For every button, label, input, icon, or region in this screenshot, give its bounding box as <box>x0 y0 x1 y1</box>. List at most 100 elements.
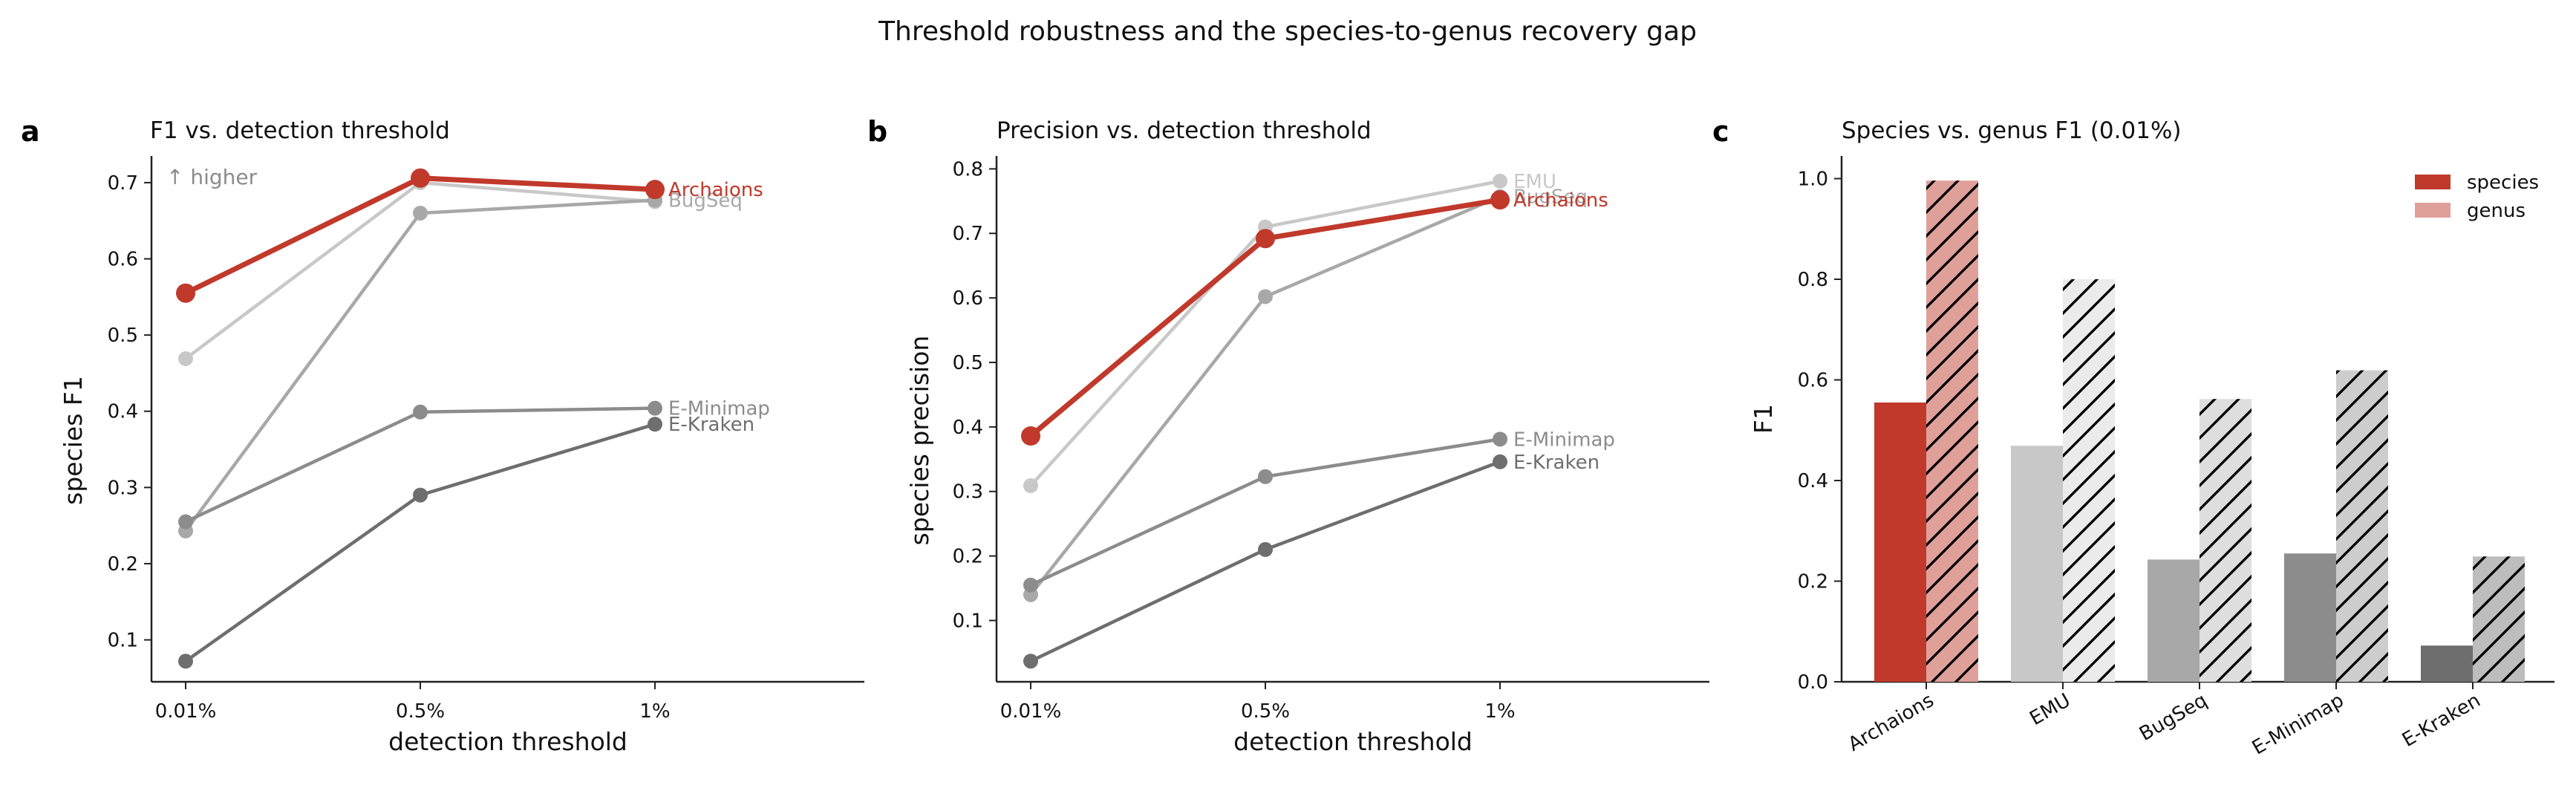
x-tick-label: BugSeq <box>2136 689 2211 746</box>
series-line <box>184 198 656 533</box>
x-tick-label: 0.5% <box>1241 700 1290 723</box>
data-point <box>1493 173 1507 189</box>
panel-a-title: F1 vs. detection threshold <box>150 117 450 144</box>
panel-c-legend: species genus <box>2415 172 2539 222</box>
x-tick-label: 0.01% <box>155 700 217 723</box>
y-tick-label: 0.4 <box>953 417 983 439</box>
y-tick-label: 0.5 <box>953 352 983 374</box>
series-line <box>1030 437 1501 587</box>
y-tick-label: 0.8 <box>953 158 983 180</box>
series-end-label: Archaions <box>668 179 763 201</box>
y-tick-label: 0.7 <box>953 223 983 245</box>
data-point <box>1493 432 1507 447</box>
x-tick-label: 1% <box>1484 700 1515 723</box>
data-point <box>176 283 195 303</box>
y-tick-label: 0.2 <box>953 546 983 568</box>
data-point <box>1023 654 1038 669</box>
y-tick-label: 0.6 <box>1798 369 1828 391</box>
data-point <box>645 180 665 200</box>
panel-c-letter: c <box>1712 115 1729 148</box>
series-archaions: Archaions <box>176 168 763 303</box>
data-point <box>413 205 428 221</box>
data-point <box>1023 577 1038 593</box>
panel-b-title: Precision vs. detection threshold <box>997 117 1372 144</box>
panel-a-f1-vs-threshold: a F1 vs. detection threshold ↑ higher 0.… <box>21 115 864 756</box>
x-tick-label: E-Kraken <box>2399 689 2485 752</box>
bar-genus-hatch <box>2200 399 2251 682</box>
panel-a-annotation: ↑ higher <box>166 165 258 189</box>
series-end-label: Archaions <box>1513 189 1608 212</box>
y-tick-label: 0.5 <box>108 325 138 347</box>
figure-suptitle: Threshold robustness and the species-to-… <box>878 16 1697 47</box>
y-tick-label: 0.0 <box>1798 671 1828 694</box>
bar-species-e-minimap <box>2284 553 2336 682</box>
x-tick-label: EMU <box>2026 689 2074 730</box>
series-end-label: EMU <box>1513 171 1556 193</box>
series-end-label: E-Minimap <box>668 398 770 420</box>
series-emu: EMU <box>1023 171 1556 493</box>
bar-genus-hatch <box>1926 180 1978 682</box>
y-tick-label: 0.2 <box>1798 570 1828 593</box>
y-tick-label: 0.4 <box>1798 470 1828 492</box>
data-point <box>1258 289 1273 305</box>
y-tick-label: 0.8 <box>1798 269 1828 291</box>
legend-genus-label: genus <box>2467 200 2526 222</box>
series-line <box>1030 460 1501 663</box>
x-tick-label: Archaions <box>1845 689 1938 756</box>
x-tick-label: 0.5% <box>396 700 445 723</box>
series-e-minimap: E-Minimap <box>1023 429 1615 593</box>
panel-a-letter: a <box>21 115 40 148</box>
y-tick-label: 0.1 <box>108 630 138 652</box>
data-point <box>1490 190 1510 210</box>
x-tick-label: 0.01% <box>1000 700 1062 723</box>
data-point <box>413 487 428 503</box>
data-point <box>1021 426 1040 446</box>
bar-species-bugseq <box>2148 559 2200 682</box>
panel-c-species-vs-genus: c Species vs. genus F1 (0.01%) 0.0 0.2 0.4… <box>1712 115 2554 760</box>
panel-a-xlabel: detection threshold <box>388 727 627 756</box>
series-end-label: BugSeq <box>668 190 743 212</box>
panel-b-ylabel: species precision <box>905 336 934 546</box>
panel-b-precision-vs-threshold: b Precision vs. detection threshold 0.1 0… <box>867 115 1709 756</box>
data-point <box>1493 454 1507 469</box>
data-point <box>413 404 428 420</box>
y-tick-label: 0.4 <box>108 401 138 423</box>
y-tick-label: 0.6 <box>108 249 138 271</box>
data-point <box>1258 541 1273 557</box>
panel-c-ylabel: F1 <box>1749 404 1778 434</box>
y-tick-label: 1.0 <box>1798 168 1828 190</box>
series-line <box>184 423 656 663</box>
panel-b-letter: b <box>867 115 887 148</box>
data-point <box>1256 229 1275 249</box>
series-end-label: E-Kraken <box>1513 452 1600 474</box>
series-bugseq: BugSeq <box>1023 186 1588 602</box>
y-tick-label: 0.6 <box>953 287 983 310</box>
legend-species-label: species <box>2467 172 2539 194</box>
panel-a-ylabel: species F1 <box>59 376 88 505</box>
bar-genus-hatch <box>2063 279 2115 682</box>
data-point <box>648 400 662 416</box>
y-tick-label: 0.2 <box>108 553 138 576</box>
y-tick-label: 0.1 <box>953 610 983 632</box>
series-line <box>185 406 656 524</box>
y-tick-label: 0.3 <box>108 477 138 499</box>
data-point <box>1258 469 1273 484</box>
series-e-kraken: E-Kraken <box>1023 452 1600 669</box>
bar-genus-hatch <box>2336 370 2388 682</box>
x-tick-label: E-Minimap <box>2249 689 2348 759</box>
bar-genus-hatch <box>2473 556 2525 682</box>
data-point <box>1023 478 1038 493</box>
bar-species-emu <box>2011 446 2063 682</box>
data-point <box>178 351 193 366</box>
bar-species-archaions <box>1874 402 1926 682</box>
data-point <box>178 514 193 530</box>
data-point <box>411 168 430 188</box>
y-tick-label: 0.3 <box>953 481 983 504</box>
series-end-label: E-Kraken <box>668 414 754 436</box>
series-end-label: E-Minimap <box>1513 429 1615 451</box>
panel-c-title: Species vs. genus F1 (0.01%) <box>1842 117 2182 144</box>
legend-species-swatch <box>2415 175 2451 189</box>
y-tick-label: 0.7 <box>108 172 138 195</box>
legend-genus-swatch <box>2415 203 2451 218</box>
